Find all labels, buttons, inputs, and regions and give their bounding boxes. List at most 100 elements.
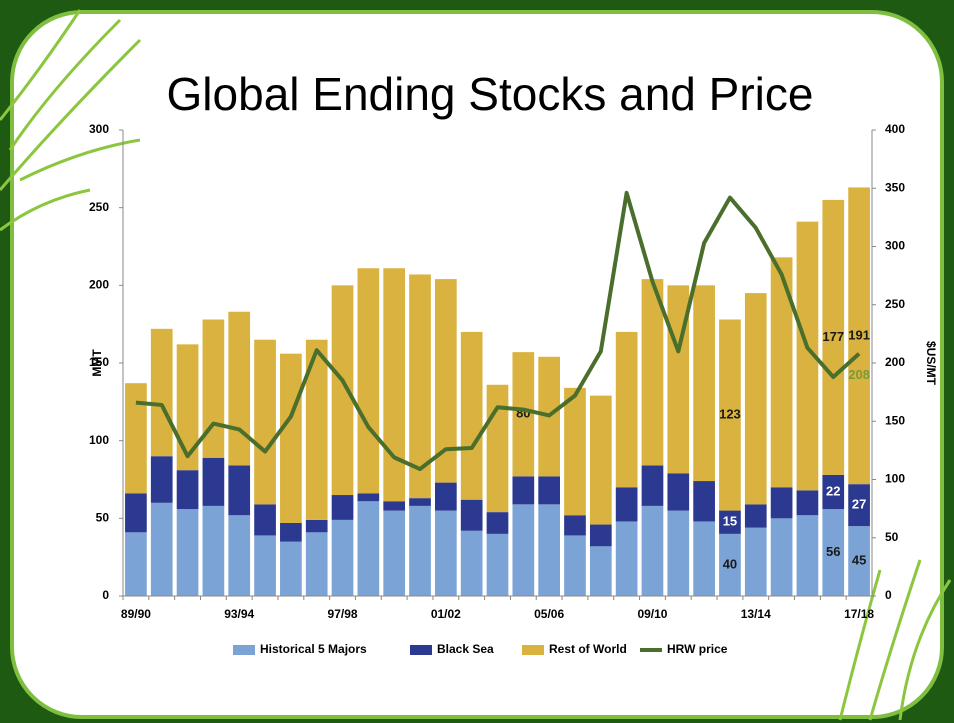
data-label: 208 <box>848 367 870 382</box>
y-tick-label: 250 <box>89 200 109 214</box>
bar-segment <box>460 530 483 596</box>
bar-segment <box>228 311 251 466</box>
bar-segment <box>150 328 173 457</box>
bar-segment <box>280 353 302 523</box>
legend-label: Historical 5 Majors <box>260 642 367 656</box>
x-tick-label: 09/10 <box>637 607 667 621</box>
bar-segment <box>357 493 380 502</box>
bar-segment <box>719 533 741 596</box>
legend-swatch <box>410 645 432 655</box>
legend-label: Rest of World <box>549 642 627 656</box>
bar-segment <box>125 532 147 596</box>
x-tick-label: 17/18 <box>844 607 874 621</box>
bar-segment <box>667 510 690 596</box>
bar-segment <box>848 526 870 596</box>
bar-segment <box>589 395 612 525</box>
y2-tick-label: 50 <box>885 530 899 544</box>
legend-swatch <box>233 645 255 655</box>
bar-segment <box>150 502 173 596</box>
y-tick-label: 150 <box>89 355 109 369</box>
bar-segment <box>254 504 276 536</box>
data-label: 191 <box>848 327 870 342</box>
bar-segment <box>357 268 380 494</box>
bar-segment <box>512 352 535 477</box>
bar-segment <box>305 519 328 533</box>
bar-segment <box>641 465 664 506</box>
y2-tick-label: 400 <box>885 122 905 136</box>
bar-segment <box>176 344 199 471</box>
y-axis-label: MMT <box>90 349 104 377</box>
y2-tick-label: 300 <box>885 239 905 253</box>
bar-segment <box>667 473 690 511</box>
bar-segment <box>641 279 664 466</box>
bar-segment <box>150 456 173 503</box>
bar-segment <box>538 504 561 596</box>
bar-segment <box>434 279 457 483</box>
legend-label: Black Sea <box>437 642 494 656</box>
bar-segment <box>615 331 638 488</box>
bar-segment <box>538 476 561 505</box>
y-tick-label: 0 <box>102 588 109 602</box>
bar-segment <box>693 285 715 482</box>
bar-segment <box>693 521 715 596</box>
bar-segment <box>383 501 406 511</box>
bar-segment <box>280 541 302 596</box>
bar-segment <box>770 518 793 596</box>
bar-segment <box>305 339 328 520</box>
bar-segment <box>822 474 845 510</box>
bar-segment <box>796 490 819 516</box>
bar-segment <box>615 487 638 522</box>
bar-segment <box>202 505 225 596</box>
data-label: 123 <box>719 406 741 421</box>
y2-tick-label: 100 <box>885 472 905 486</box>
bar-segment <box>744 527 767 596</box>
y2-tick-label: 350 <box>885 180 905 194</box>
wheat-decoration <box>0 9 952 721</box>
bar-segment <box>228 465 251 516</box>
bar-segment <box>770 257 793 488</box>
bar-segment <box>796 515 819 596</box>
bar-segment <box>409 498 431 506</box>
bar-segment <box>357 501 380 596</box>
bar-segment <box>744 293 767 505</box>
bar-segment <box>796 221 819 491</box>
data-label: 22 <box>826 483 840 498</box>
bar-segment <box>719 510 741 534</box>
y2-tick-label: 250 <box>885 297 905 311</box>
bar-segment <box>254 339 276 505</box>
bar-segment <box>848 187 870 485</box>
bar-segment <box>770 487 793 519</box>
x-tick-label: 89/90 <box>121 607 151 621</box>
y2-tick-label: 150 <box>885 413 905 427</box>
data-label: 27 <box>852 497 866 512</box>
bar-segment <box>822 199 845 475</box>
bar-segment <box>280 522 302 542</box>
x-tick-label: 13/14 <box>741 607 771 621</box>
bar-segment <box>512 504 535 596</box>
bar-segment <box>331 495 354 520</box>
y-tick-label: 50 <box>96 511 110 525</box>
y2-tick-label: 0 <box>885 588 892 602</box>
data-label: 56 <box>826 544 840 559</box>
bar-segment <box>125 383 147 494</box>
bar-segment <box>822 509 845 596</box>
chart-title: Global Ending Stocks and Price <box>167 68 814 120</box>
data-label: 15 <box>723 514 737 529</box>
bar-segment <box>744 504 767 528</box>
bar-segment <box>409 505 431 596</box>
bar-segment <box>589 546 612 596</box>
bar-segment <box>409 274 431 499</box>
bar-segment <box>331 519 354 596</box>
x-tick-label: 05/06 <box>534 607 564 621</box>
bar-segment <box>176 509 199 596</box>
bar-segment <box>202 319 225 458</box>
bar-segment <box>254 535 276 596</box>
bar-segment <box>434 510 457 596</box>
price-line <box>135 190 861 472</box>
bar-segment <box>615 521 638 596</box>
y2-axis-label: $US/MT <box>924 341 938 386</box>
bar-segment <box>564 535 586 596</box>
bar-segment <box>460 331 483 500</box>
bar-segment <box>848 484 870 527</box>
